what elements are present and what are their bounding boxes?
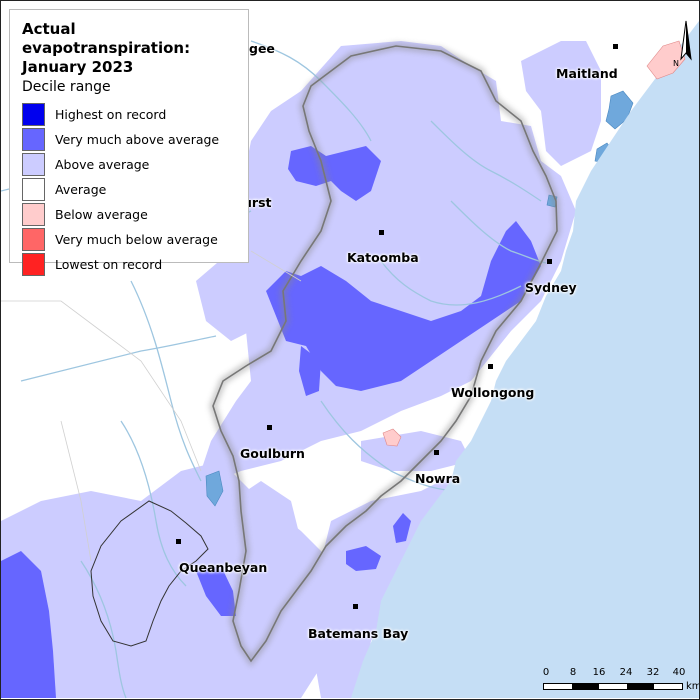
legend-subtitle: Decile range [22, 79, 111, 95]
legend-swatch-average [22, 178, 45, 201]
town-label-maitland: Maitland [556, 66, 618, 81]
legend-swatch-below [22, 203, 45, 226]
scale-bar: 0 8 16 24 32 40 km [541, 667, 700, 697]
below-average-patch [382, 428, 402, 447]
town-label-sydney: Sydney [525, 280, 577, 295]
legend-item: Very much below average [22, 227, 236, 252]
legend-title-line2: January 2023 [22, 58, 134, 76]
town-label-goulburn: Goulburn [240, 446, 305, 461]
very-much-above-average-nowra-patch [393, 513, 411, 543]
sydney-marker [547, 259, 552, 264]
north-label: N [673, 59, 679, 68]
region-boundaries [1, 250, 302, 562]
town-label-wollongong: Wollongong [451, 385, 535, 400]
scale-tick: 16 [592, 667, 606, 678]
town-label-queanbeyan: Queanbeyan [179, 560, 268, 575]
town-label-bathurst-partial: urst [243, 195, 272, 210]
very-much-above-average-north-patch [288, 146, 381, 201]
batemans-bay-marker [353, 604, 358, 609]
nowra-marker [434, 450, 439, 455]
town-label-katoomba: Katoomba [347, 250, 419, 265]
legend-swatch-highest [22, 103, 45, 126]
legend-title: Actual evapotranspiration: January 2023 [22, 20, 236, 77]
legend-item: Lowest on record [22, 252, 236, 277]
scale-units: km [686, 681, 700, 692]
legend: Actual evapotranspiration: January 2023 … [9, 9, 249, 276]
goulburn-marker [267, 425, 272, 430]
legend-label: Below average [55, 207, 148, 222]
act-border [90, 500, 209, 647]
legend-label: Above average [55, 157, 150, 172]
legend-swatch-above [22, 153, 45, 176]
queanbeyan-marker [176, 539, 181, 544]
legend-item: Below average [22, 202, 236, 227]
scale-tick: 32 [646, 667, 660, 678]
legend-label: Very much above average [55, 132, 220, 147]
town-label-batemans-bay: Batemans Bay [308, 626, 409, 641]
legend-label: Lowest on record [55, 257, 163, 272]
very-much-above-average-central-band [266, 221, 541, 391]
scale-tick: 24 [619, 667, 633, 678]
legend-swatch-very-much-below [22, 228, 45, 251]
legend-title-line1: Actual evapotranspiration: [22, 20, 191, 57]
katoomba-marker [379, 230, 384, 235]
legend-swatch-lowest [22, 253, 45, 276]
town-label-mudgee-partial: gee [249, 41, 275, 56]
wollongong-marker [488, 364, 493, 369]
legend-items: Highest on record Very much above averag… [22, 102, 236, 277]
legend-label: Very much below average [55, 232, 218, 247]
legend-item: Very much above average [22, 127, 236, 152]
maitland-marker [613, 44, 618, 49]
above-average-northwest-patch [541, 49, 586, 81]
legend-item: Highest on record [22, 102, 236, 127]
scale-tick: 40 [672, 667, 686, 678]
legend-label: Average [55, 182, 107, 197]
scale-tick: 0 [542, 667, 550, 678]
scale-tick: 8 [569, 667, 577, 678]
legend-item: Average [22, 177, 236, 202]
legend-item: Above average [22, 152, 236, 177]
below-average-coast-patch [646, 40, 686, 80]
very-much-above-average-southwest-edge [1, 551, 56, 698]
very-much-above-average-coast-patch [346, 546, 381, 571]
legend-swatch-very-much-above [22, 128, 45, 151]
very-much-above-average-west-patch [299, 346, 321, 396]
above-average-west-region [196, 251, 251, 341]
town-label-nowra: Nowra [415, 471, 461, 486]
catchment-boundary [212, 45, 558, 663]
legend-label: Highest on record [55, 107, 167, 122]
north-arrow-icon [680, 20, 692, 61]
very-much-above-average-queanbeyan-patch [196, 566, 236, 616]
very-much-above-average-regions [1, 146, 541, 698]
scale-bar-graphic [543, 683, 683, 690]
ocean [351, 21, 699, 698]
